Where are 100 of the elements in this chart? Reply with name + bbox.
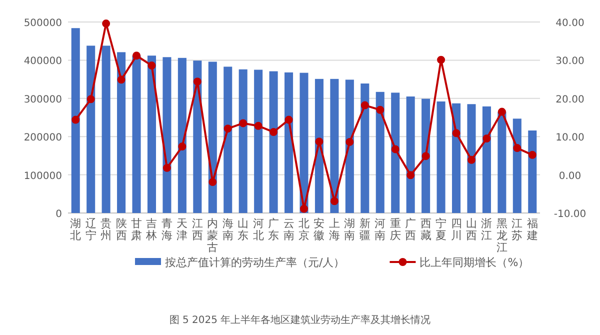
x-tick-label: 河北 <box>252 217 264 242</box>
bar <box>102 46 110 213</box>
x-tick-label: 辽宁 <box>85 217 96 242</box>
point <box>162 164 171 172</box>
x-tick-label: 贵州 <box>100 217 112 242</box>
bar <box>467 104 476 213</box>
y2-tick-label: 40.00 <box>556 18 584 29</box>
point <box>72 116 80 124</box>
bar <box>86 46 96 213</box>
x-tick-label: 重庆 <box>390 217 401 242</box>
x-tick-label: 河南 <box>374 217 386 242</box>
point <box>330 197 338 206</box>
bar <box>391 92 400 213</box>
y2-tick-label: 20.00 <box>556 94 584 106</box>
x-tick-label: 北京 <box>298 217 310 242</box>
point <box>254 122 262 130</box>
point <box>498 108 506 116</box>
x-tick-label: 云南 <box>283 217 294 242</box>
y2-tick-label: 10.00 <box>556 132 584 144</box>
point <box>239 119 248 128</box>
point <box>148 62 156 70</box>
legend-label: 按总产值计算的劳动生产率（元/人） <box>165 256 345 269</box>
y2-tick-label: -10.00 <box>554 209 586 220</box>
x-tick-label: 吉林 <box>145 217 158 242</box>
bar <box>512 118 522 213</box>
legend-label: 比上年同期增长（%） <box>420 256 530 269</box>
x-tick-label: 广西 <box>405 217 416 242</box>
y2-tick-label: 30.00 <box>556 56 584 68</box>
x-tick-label: 西藏 <box>420 217 432 242</box>
bar <box>376 92 384 213</box>
point <box>391 145 400 154</box>
point <box>284 116 293 124</box>
bar <box>147 56 156 213</box>
point <box>452 129 460 138</box>
bar <box>345 80 354 213</box>
point <box>482 134 491 143</box>
x-tick-label: 江苏 <box>512 217 523 242</box>
point <box>86 95 95 104</box>
x-tick-label: 内蒙古 <box>207 217 218 254</box>
y-tick-label: 100000 <box>24 170 62 182</box>
point <box>224 124 232 133</box>
x-tick-label: 青海 <box>161 217 172 242</box>
x-tick-label: 陕西 <box>116 217 127 242</box>
y-tick-label: 500000 <box>24 18 62 29</box>
x-tick-label: 新疆 <box>359 217 370 242</box>
bar <box>330 78 339 213</box>
x-tick-label: 天津 <box>176 217 188 242</box>
y-tick-label: 200000 <box>24 132 62 144</box>
point <box>102 20 110 28</box>
y-tick-label: 400000 <box>24 56 62 68</box>
caption: 图 5 2025 年上半年各地区建筑业劳动生产率及其增长情况 <box>169 314 431 326</box>
bar <box>254 70 263 213</box>
x-tick-label: 湖北 <box>70 217 82 242</box>
y-tick-label: 0 <box>56 209 62 220</box>
bar <box>193 60 202 213</box>
point <box>117 76 126 84</box>
bar <box>208 62 217 213</box>
point <box>467 156 476 164</box>
bar <box>117 52 126 213</box>
x-tick-label: 山东 <box>238 217 249 242</box>
point <box>437 56 446 64</box>
point <box>346 138 354 146</box>
point <box>528 150 536 159</box>
point <box>376 106 384 114</box>
point <box>300 204 308 213</box>
x-tick-label: 甘肃 <box>131 217 142 242</box>
bar <box>224 66 232 213</box>
x-tick-label: 山西 <box>466 217 477 242</box>
x-tick-label: 宁夏 <box>436 217 447 242</box>
point <box>406 171 415 180</box>
bar <box>406 96 415 213</box>
x-tick-label: 海南 <box>222 217 234 242</box>
bar <box>314 78 324 213</box>
bar <box>436 101 446 213</box>
x-tick-label: 广东 <box>268 217 280 242</box>
bar <box>284 72 294 213</box>
x-tick-label: 江西 <box>192 217 203 242</box>
bar <box>269 71 278 213</box>
y-tick-label: 300000 <box>24 94 62 106</box>
bar <box>528 130 537 213</box>
bar <box>71 28 80 213</box>
bar <box>132 56 141 213</box>
point <box>132 52 141 60</box>
x-tick-label: 安徽 <box>314 217 325 242</box>
point <box>208 178 217 186</box>
bar <box>238 69 248 213</box>
x-tick-label: 黑龙江 <box>496 217 508 254</box>
point <box>178 142 186 151</box>
x-tick-label: 上海 <box>328 217 340 242</box>
bar <box>162 57 172 213</box>
point <box>315 138 324 146</box>
bar <box>452 103 461 213</box>
point <box>360 101 369 110</box>
point <box>270 128 278 136</box>
x-tick-label: 湖南 <box>344 217 356 242</box>
bar <box>360 84 370 213</box>
bar <box>482 106 491 213</box>
point <box>193 78 202 86</box>
point <box>422 152 430 160</box>
x-tick-label: 浙江 <box>481 217 492 242</box>
